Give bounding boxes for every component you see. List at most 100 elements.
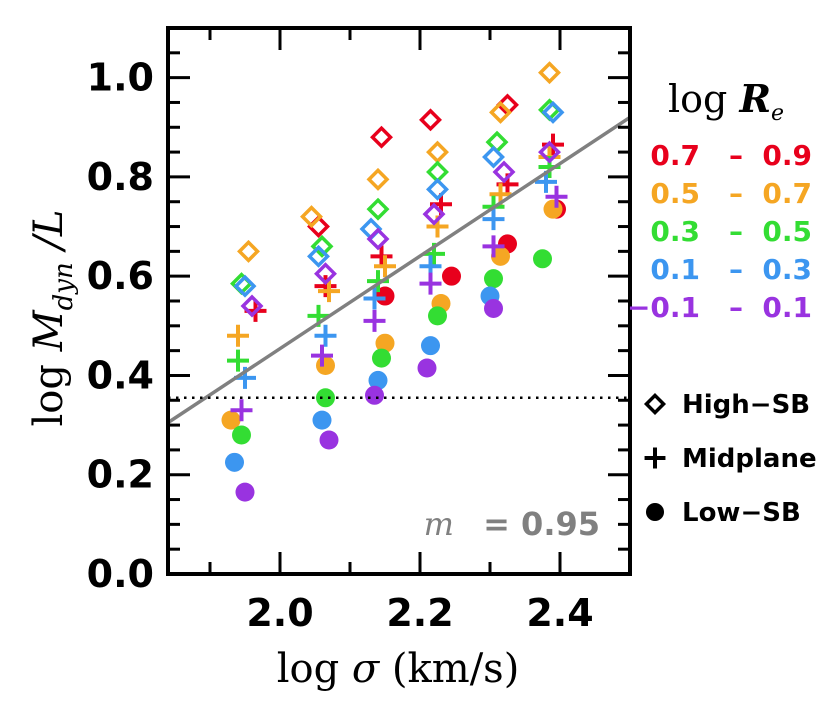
data-point-plus [482, 235, 505, 258]
fit-line [167, 115, 631, 425]
data-point-circle [368, 370, 388, 390]
color-legend-row: 0.3–0.5 [650, 215, 812, 248]
legend-marker-plus-icon [644, 447, 666, 469]
data-point-diamond [233, 274, 257, 298]
y-tick-label: 1.0 [87, 56, 154, 100]
data-point-plus [227, 349, 249, 372]
legend-range-separator: – [729, 177, 743, 210]
data-point-plus [230, 399, 253, 422]
slope-symbol: m [424, 505, 454, 543]
data-point-diamond [366, 167, 390, 191]
data-point-circle [421, 336, 440, 356]
y-tick-labels: 0.0 0.2 0.4 0.6 0.8 1.0 [87, 56, 154, 596]
x-tick-label: 2.4 [526, 591, 593, 635]
legend-range-high: 0.3 [762, 253, 812, 286]
data-point-diamond [370, 125, 393, 149]
data-point-plus [227, 324, 249, 347]
legend-range-separator: – [729, 291, 743, 324]
data-point-circle [235, 482, 255, 502]
x-tick-labels: 2.0 2.2 2.4 [246, 591, 593, 635]
data-point-circle [375, 286, 395, 306]
y-tick-label: 0.6 [87, 254, 154, 298]
data-point-plus [482, 208, 505, 231]
axis-ticks [168, 26, 632, 576]
color-legend-row: 0.7–0.9 [650, 139, 812, 172]
data-point-diamond [237, 239, 260, 263]
legend-marker-label: Low−SB [682, 498, 801, 528]
data-point-diamond [482, 145, 505, 169]
legend-range-high: 0.9 [762, 139, 812, 172]
color-legend: 0.7–0.90.5–0.70.3–0.50.1–0.3−0.1–0.1 [627, 139, 812, 324]
x-axis-label-suffix: (km/s) [379, 646, 519, 692]
data-point-circle [484, 269, 503, 289]
slope-annotation: m = 0.95 [424, 505, 600, 543]
legend-title-symbol: R [738, 76, 771, 121]
data-point-diamond [307, 244, 330, 268]
x-axis-label-symbol: σ [352, 646, 381, 692]
marker-legend-row: High−SB [643, 390, 810, 420]
y-axis-label: log Mdyn /L [26, 209, 79, 426]
data-point-diamond [366, 197, 390, 221]
data-point-circle [316, 356, 335, 376]
data-point-diamond [426, 177, 449, 201]
legend-range-low: −0.1 [627, 291, 700, 324]
legend-marker-circle-icon [645, 502, 665, 522]
legend-range-separator: – [729, 253, 743, 286]
legend-range-separator: – [729, 139, 743, 172]
legend-marker-label: High−SB [682, 390, 810, 420]
data-point-circle [543, 199, 563, 219]
data-point-diamond [240, 294, 264, 318]
marker-legend-row: Low−SB [645, 498, 801, 528]
color-legend-row: −0.1–0.1 [627, 291, 812, 324]
legend-title-subscript: e [771, 101, 784, 126]
legend-title-prefix: log [668, 77, 739, 121]
y-tick-label: 0.0 [87, 552, 154, 596]
data-point-plus [374, 255, 396, 278]
y-axis-label-symbol: M [26, 309, 72, 352]
data-point-plus [314, 324, 337, 347]
data-point-circle [375, 333, 395, 353]
y-axis-label-prefix: log [26, 351, 72, 426]
marker-legend-row: Midplane [644, 444, 817, 474]
slope-value: = 0.95 [483, 505, 600, 543]
data-point-diamond [541, 100, 565, 124]
y-axis-label-suffix: /L [26, 209, 72, 262]
data-point-plus [367, 270, 389, 293]
y-tick-label: 0.2 [87, 453, 154, 497]
x-tick-label: 2.2 [386, 591, 453, 635]
legend-range-low: 0.3 [650, 215, 700, 248]
x-tick-label: 2.0 [246, 591, 313, 635]
data-point-circle [533, 249, 552, 269]
legend-range-low: 0.1 [650, 253, 700, 286]
data-point-circle [372, 348, 391, 368]
x-axis-label: log σ (km/s) [277, 646, 520, 692]
legend-range-separator: – [729, 215, 743, 248]
y-axis-label-group: log Mdyn /L [26, 209, 79, 426]
data-point-diamond [538, 61, 561, 85]
legend-range-low: 0.7 [650, 139, 700, 172]
data-point-diamond [314, 262, 337, 286]
data-point-plus [314, 275, 337, 298]
data-point-circle [428, 306, 447, 326]
data-point-circle [221, 410, 241, 430]
y-axis-label-subscript: dyn [49, 262, 79, 310]
data-point-plus [311, 344, 333, 367]
legend-range-low: 0.5 [650, 177, 700, 210]
color-legend-row: 0.5–0.7 [650, 177, 812, 210]
data-point-diamond [426, 140, 449, 164]
data-point-diamond [419, 108, 442, 132]
data-point-diamond [310, 234, 334, 258]
legend-title: log Re [668, 76, 784, 126]
legend-range-high: 0.5 [762, 215, 812, 248]
data-point-circle [491, 246, 510, 266]
legend-range-high: 0.1 [762, 291, 812, 324]
data-point-circle [417, 358, 437, 378]
data-point-circle [442, 266, 461, 286]
data-point-circle [312, 410, 332, 430]
data-point-diamond [538, 140, 561, 164]
data-marks [221, 61, 568, 502]
marker-legend: High−SB Midplane Low−SB [643, 390, 817, 528]
data-point-diamond [422, 202, 446, 226]
x-axis-label-prefix: log [277, 646, 352, 692]
